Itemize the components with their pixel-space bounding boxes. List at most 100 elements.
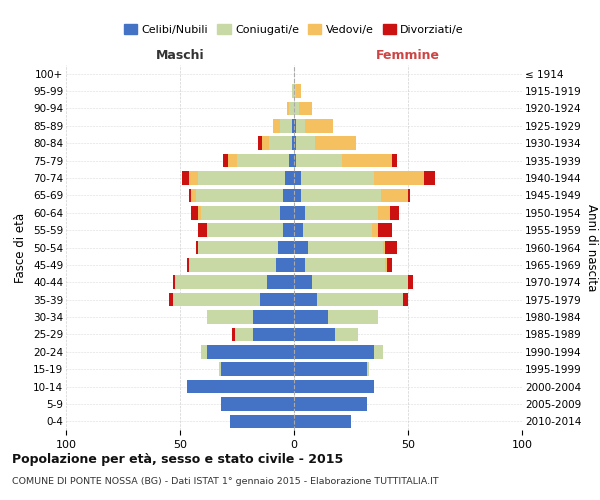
Bar: [294, 171, 301, 185]
Bar: [374, 171, 424, 185]
Bar: [294, 102, 299, 115]
Bar: [296, 136, 314, 150]
Bar: [294, 397, 367, 410]
Bar: [280, 206, 294, 220]
Bar: [208, 345, 294, 358]
Bar: [198, 240, 278, 254]
Bar: [383, 240, 385, 254]
Bar: [299, 102, 312, 115]
Bar: [276, 258, 294, 272]
Y-axis label: Anni di nascita: Anni di nascita: [585, 204, 598, 291]
Bar: [221, 397, 294, 410]
Bar: [301, 171, 374, 185]
Bar: [392, 154, 397, 168]
Bar: [189, 188, 191, 202]
Bar: [283, 188, 294, 202]
Bar: [294, 84, 296, 98]
Bar: [294, 240, 308, 254]
Bar: [285, 171, 294, 185]
Bar: [253, 310, 294, 324]
Bar: [294, 293, 317, 306]
Bar: [314, 136, 356, 150]
Bar: [200, 206, 280, 220]
Bar: [385, 240, 397, 254]
Bar: [219, 362, 221, 376]
Bar: [228, 154, 237, 168]
Bar: [424, 171, 436, 185]
Bar: [296, 119, 305, 132]
Bar: [198, 171, 285, 185]
Bar: [292, 136, 294, 150]
Bar: [379, 206, 390, 220]
Text: Maschi: Maschi: [155, 48, 205, 62]
Bar: [294, 380, 374, 394]
Bar: [253, 328, 294, 341]
Bar: [312, 276, 408, 289]
Bar: [296, 154, 342, 168]
Bar: [262, 136, 269, 150]
Bar: [200, 345, 208, 358]
Bar: [379, 224, 392, 237]
Bar: [385, 258, 388, 272]
Bar: [408, 188, 410, 202]
Y-axis label: Fasce di età: Fasce di età: [14, 212, 28, 282]
Text: Femmine: Femmine: [376, 48, 440, 62]
Bar: [260, 293, 294, 306]
Bar: [390, 206, 399, 220]
Bar: [408, 276, 413, 289]
Bar: [198, 224, 208, 237]
Bar: [292, 119, 294, 132]
Bar: [196, 240, 198, 254]
Bar: [294, 345, 374, 358]
Bar: [308, 240, 383, 254]
Bar: [303, 224, 371, 237]
Bar: [221, 362, 294, 376]
Bar: [230, 414, 294, 428]
Bar: [328, 310, 379, 324]
Bar: [274, 119, 280, 132]
Bar: [191, 188, 196, 202]
Bar: [292, 84, 294, 98]
Bar: [223, 154, 228, 168]
Bar: [280, 119, 292, 132]
Bar: [305, 206, 379, 220]
Bar: [367, 362, 369, 376]
Bar: [403, 293, 408, 306]
Bar: [189, 171, 198, 185]
Bar: [232, 328, 235, 341]
Bar: [266, 276, 294, 289]
Bar: [294, 188, 301, 202]
Bar: [380, 188, 408, 202]
Bar: [342, 154, 392, 168]
Bar: [294, 276, 312, 289]
Bar: [388, 258, 392, 272]
Text: Popolazione per età, sesso e stato civile - 2015: Popolazione per età, sesso e stato civil…: [12, 452, 343, 466]
Bar: [294, 258, 305, 272]
Bar: [374, 345, 383, 358]
Bar: [294, 154, 296, 168]
Bar: [189, 258, 276, 272]
Bar: [235, 328, 253, 341]
Bar: [187, 258, 189, 272]
Bar: [294, 310, 328, 324]
Bar: [269, 136, 292, 150]
Bar: [175, 276, 266, 289]
Bar: [294, 414, 351, 428]
Bar: [278, 240, 294, 254]
Bar: [289, 102, 294, 115]
Legend: Celibi/Nubili, Coniugati/e, Vedovi/e, Divorziati/e: Celibi/Nubili, Coniugati/e, Vedovi/e, Di…: [119, 20, 469, 39]
Bar: [237, 154, 289, 168]
Bar: [294, 136, 296, 150]
Bar: [301, 188, 380, 202]
Bar: [317, 293, 403, 306]
Bar: [294, 206, 305, 220]
Bar: [294, 328, 335, 341]
Bar: [173, 293, 260, 306]
Bar: [305, 119, 333, 132]
Bar: [283, 224, 294, 237]
Text: COMUNE DI PONTE NOSSA (BG) - Dati ISTAT 1° gennaio 2015 - Elaborazione TUTTITALI: COMUNE DI PONTE NOSSA (BG) - Dati ISTAT …: [12, 478, 439, 486]
Bar: [208, 224, 283, 237]
Bar: [169, 293, 173, 306]
Bar: [296, 84, 301, 98]
Bar: [187, 380, 294, 394]
